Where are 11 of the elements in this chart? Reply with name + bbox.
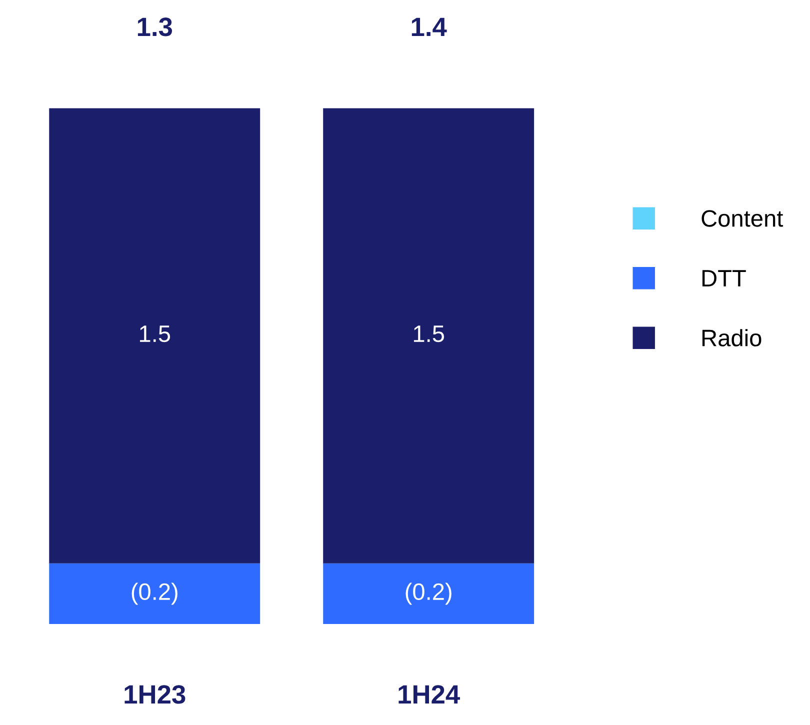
- data-label: 1.5: [140, 326, 170, 342]
- legend-label: Content: [702, 210, 784, 227]
- legend-label: DTT: [702, 270, 746, 286]
- data-label: (0.2): [406, 582, 452, 605]
- x-tick-label: 1H23: [124, 685, 186, 704]
- legend-label: Radio: [702, 329, 762, 346]
- data-label: 1.5: [414, 326, 444, 342]
- total-label: 1.3: [138, 18, 172, 36]
- data-label: (0.2): [132, 582, 178, 605]
- total-label: 1.4: [412, 18, 447, 36]
- x-tick-label: 1H24: [398, 685, 460, 704]
